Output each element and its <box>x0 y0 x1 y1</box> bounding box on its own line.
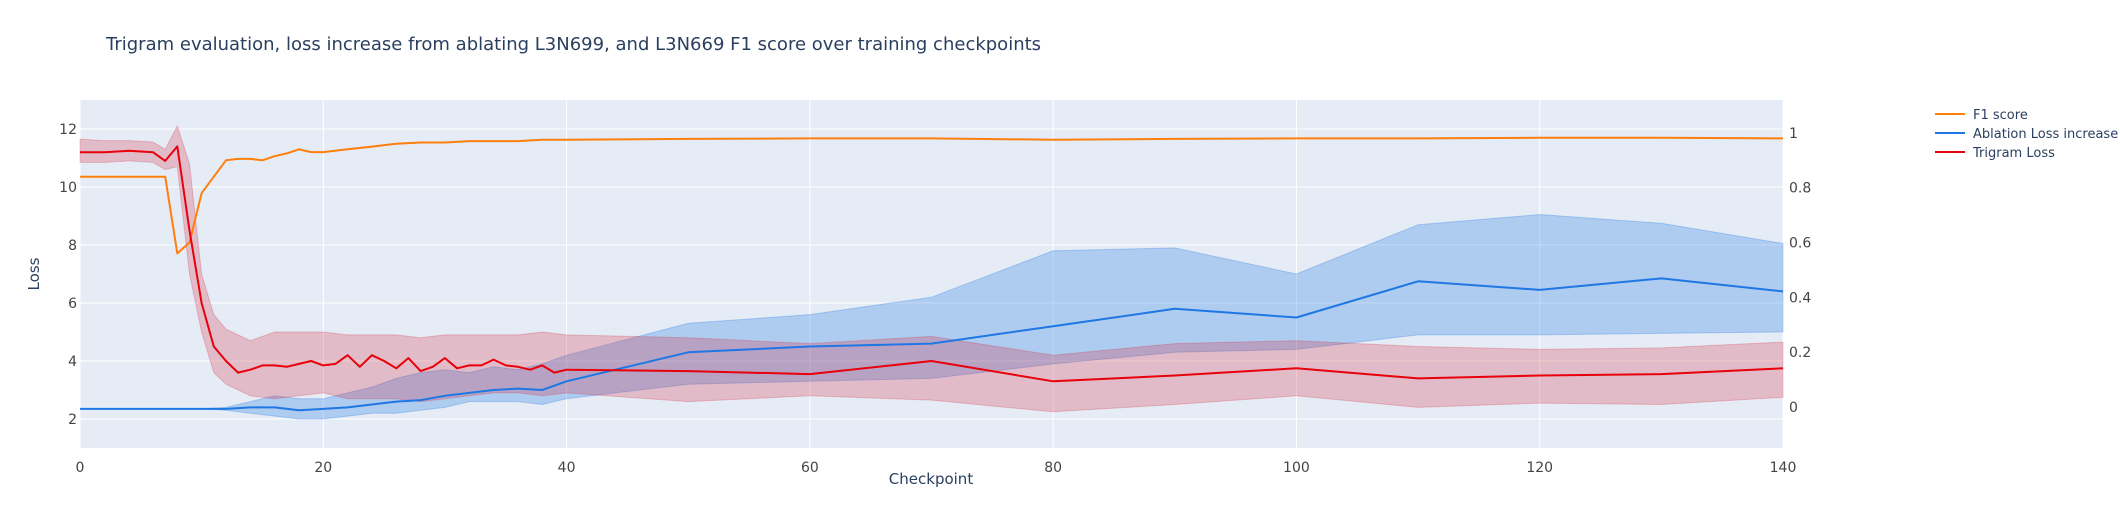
series-line-trigram-loss[interactable] <box>80 145 1784 383</box>
y-tick-label: 6 <box>68 296 77 312</box>
y-tick-label: 4 <box>68 354 77 370</box>
y-tick-label: 12 <box>59 122 77 138</box>
series-line-ablation-loss-increase[interactable] <box>80 277 1784 412</box>
legend-item-trigram-loss[interactable]: Trigram Loss <box>1935 146 2055 161</box>
x-tick-label: 140 <box>1770 460 1797 476</box>
x-axis-ticks: 0 20 40 60 80 100 120 140 <box>76 460 1797 476</box>
band-ablation-loss-increase <box>80 213 1784 420</box>
y2-tick-label: 0.2 <box>1789 345 1811 361</box>
x-tick-label: 20 <box>314 460 332 476</box>
x-tick-label: 120 <box>1526 460 1553 476</box>
y2-tick-label: 0 <box>1789 400 1798 416</box>
legend-label: Ablation Loss increase <box>1973 127 2118 142</box>
series-line-f1-score[interactable] <box>80 136 1784 255</box>
x-tick-label: 40 <box>558 460 576 476</box>
legend-item-f1-score[interactable]: F1 score <box>1935 108 2028 123</box>
plot-area[interactable] <box>80 100 1783 448</box>
y2-tick-label: 0.8 <box>1789 181 1811 197</box>
y-axis-ticks: 2 4 6 8 10 12 <box>59 122 77 428</box>
y-axis-title: Loss <box>25 257 43 290</box>
legend-label: Trigram Loss <box>1972 146 2055 161</box>
y-tick-label: 2 <box>68 412 77 428</box>
x-tick-label: 80 <box>1044 460 1062 476</box>
y2-tick-label: 0.6 <box>1789 235 1811 251</box>
x-tick-label: 0 <box>76 460 85 476</box>
y2-axis-ticks: 0 0.2 0.4 0.6 0.8 1 <box>1789 126 1811 416</box>
y-tick-label: 10 <box>59 180 77 196</box>
confidence-bands <box>79 124 1784 420</box>
y2-tick-label: 1 <box>1789 126 1798 142</box>
series-lines <box>80 136 1784 412</box>
y2-tick-label: 0.4 <box>1789 290 1811 306</box>
y-tick-label: 8 <box>68 238 77 254</box>
legend[interactable]: F1 score Ablation Loss increase Trigram Lo… <box>1935 108 2118 161</box>
chart-title: Trigram evaluation, loss increase from a… <box>105 34 1041 55</box>
x-tick-label: 100 <box>1283 460 1310 476</box>
x-axis-title: Checkpoint <box>889 470 974 488</box>
band-trigram-loss <box>79 124 1784 413</box>
x-tick-label: 60 <box>801 460 819 476</box>
legend-item-ablation-loss-increase[interactable]: Ablation Loss increase <box>1935 127 2118 142</box>
legend-label: F1 score <box>1973 108 2028 123</box>
